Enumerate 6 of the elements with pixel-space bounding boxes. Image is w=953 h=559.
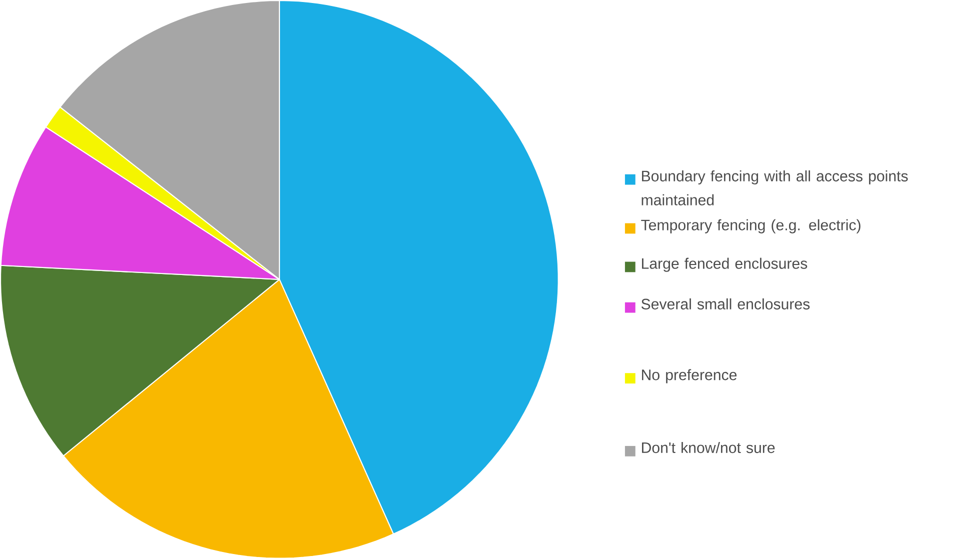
legend-label: Several small enclosures (641, 298, 810, 310)
legend-label: Boundary fencing with all access points maintained (642, 170, 908, 206)
legend-label: Temporary fencing (e.g. electric) (641, 219, 860, 234)
legend-label: No preference (642, 369, 737, 384)
legend-label: Large fenced enclosures (642, 258, 808, 272)
legend-label: Don't know/not sure (642, 442, 775, 454)
